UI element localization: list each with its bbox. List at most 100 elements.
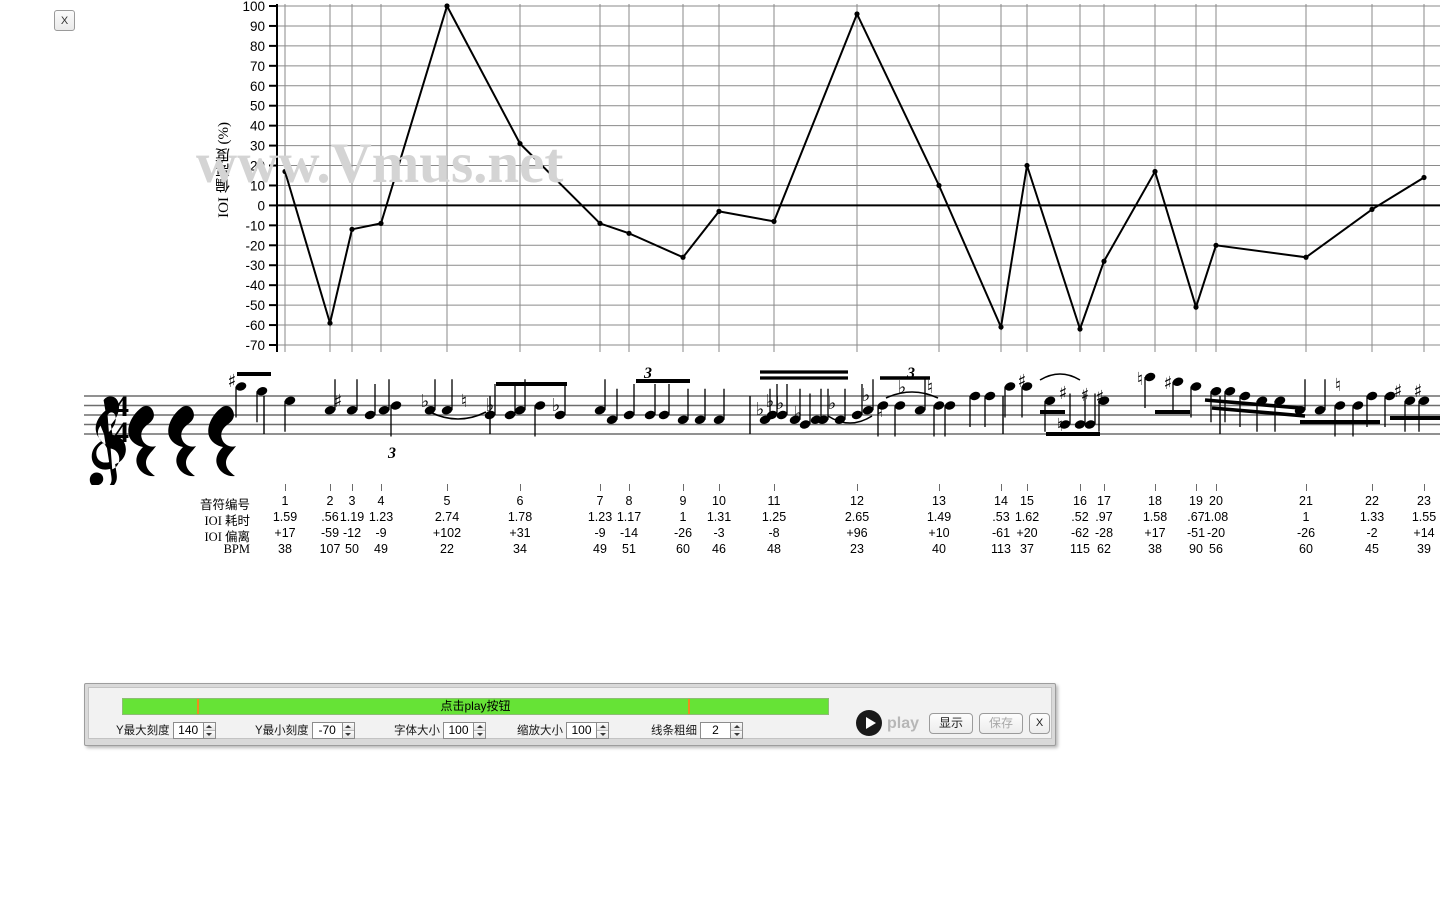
font-size-stepper[interactable] xyxy=(443,721,486,739)
y-max-input[interactable] xyxy=(172,721,204,739)
note-head xyxy=(694,415,706,424)
control-group-font-size: 字体大小 xyxy=(394,721,486,739)
column-tick xyxy=(330,484,331,491)
flat-icon: ♭ xyxy=(766,391,775,412)
y-min-spin-down[interactable] xyxy=(342,730,354,738)
cell-note-id: 23 xyxy=(1417,494,1431,508)
y-tick-label: 20 xyxy=(250,159,265,174)
cell-deviation: -14 xyxy=(619,526,639,540)
line-width-input[interactable] xyxy=(700,721,731,739)
column-tick xyxy=(629,484,630,491)
note-head xyxy=(1074,420,1086,429)
cell-bpm: 107 xyxy=(319,542,341,556)
flat-icon: ♭ xyxy=(862,385,871,406)
y-tick-label: 40 xyxy=(250,119,265,134)
cell-bpm: 49 xyxy=(593,542,607,556)
cell-note-id: 12 xyxy=(850,494,864,508)
cell-note-id: 11 xyxy=(767,494,781,508)
cell-ioi: 1.08 xyxy=(1203,510,1229,524)
data-point xyxy=(626,230,632,236)
note-head xyxy=(324,406,336,415)
y-min-input[interactable] xyxy=(311,721,343,739)
note-head xyxy=(1044,396,1056,405)
data-point xyxy=(597,220,603,226)
data-point xyxy=(936,182,942,189)
save-button[interactable]: 保存 xyxy=(979,713,1023,734)
show-button[interactable]: 显示 xyxy=(929,713,973,734)
cell-bpm: 38 xyxy=(278,542,292,556)
panel-close-button[interactable]: X xyxy=(1029,713,1050,734)
play-button[interactable] xyxy=(856,710,882,736)
sharp-icon: ♯ xyxy=(1414,381,1423,402)
cell-ioi: 1.59 xyxy=(272,510,298,524)
zoom-size-input[interactable] xyxy=(566,721,597,739)
y-max-stepper[interactable] xyxy=(172,721,216,739)
font-size-spin-down[interactable] xyxy=(474,730,485,738)
cell-deviation: -26 xyxy=(673,526,693,540)
cell-ioi: 1.23 xyxy=(368,510,394,524)
slur xyxy=(885,391,939,399)
cell-ioi: .52 xyxy=(1071,510,1089,524)
y-axis-title: IOI 偏离度 (%) xyxy=(216,122,232,218)
row-label-note-id: 音符编号 xyxy=(199,498,250,512)
cell-bpm: 39 xyxy=(1417,542,1431,556)
note-head xyxy=(390,401,402,410)
y-tick-label: -70 xyxy=(245,338,265,353)
cell-deviation: -8 xyxy=(768,526,780,540)
cell-deviation: -3 xyxy=(713,526,725,540)
cell-ioi: 1 xyxy=(679,510,687,524)
y-tick-label: -20 xyxy=(245,238,265,253)
sharp-icon: ♯ xyxy=(1018,371,1027,392)
zoom-size-spin-down[interactable] xyxy=(597,730,608,738)
cell-deviation: -61 xyxy=(991,526,1011,540)
column-tick xyxy=(381,484,382,491)
y-max-spin-down[interactable] xyxy=(203,730,215,738)
line-width-spin-up[interactable] xyxy=(731,722,742,731)
line-width-stepper[interactable] xyxy=(700,721,743,739)
note-head xyxy=(1334,401,1346,410)
flat-icon: ♭ xyxy=(421,391,430,412)
note-head xyxy=(862,406,874,415)
window-close-button[interactable]: X xyxy=(54,10,75,31)
flat-icon: ♭ xyxy=(828,393,837,414)
zoom-size-spin-up[interactable] xyxy=(597,722,608,731)
zoom-size-stepper[interactable] xyxy=(566,721,609,739)
flat-icon: ♭ xyxy=(898,377,907,398)
note-head xyxy=(1098,396,1110,405)
cell-deviation: +31 xyxy=(509,526,531,540)
y-max-spin-up[interactable] xyxy=(203,722,215,731)
control-group-y-max: Y最大刻度 xyxy=(116,721,216,739)
data-point xyxy=(680,254,686,260)
data-point xyxy=(716,208,722,214)
column-tick xyxy=(1306,484,1307,491)
y-tick-label: 80 xyxy=(250,39,265,54)
y-tick-label: -50 xyxy=(245,298,265,313)
cell-ioi: .97 xyxy=(1095,510,1113,524)
font-size-spin-up[interactable] xyxy=(474,722,485,731)
note-head xyxy=(984,391,996,401)
column-tick xyxy=(1216,484,1217,491)
note-head xyxy=(256,387,268,396)
cell-note-id: 22 xyxy=(1365,494,1379,508)
y-tick-label: 100 xyxy=(242,0,265,14)
y-max-label: Y最大刻度 xyxy=(116,725,170,737)
data-point xyxy=(1303,254,1309,260)
y-min-stepper[interactable] xyxy=(311,721,355,739)
slur xyxy=(827,415,873,424)
cell-bpm: 46 xyxy=(712,542,726,556)
playback-progress-bar[interactable]: 点击play按钮 xyxy=(122,698,829,715)
data-point xyxy=(378,220,384,226)
y-min-spin-up[interactable] xyxy=(342,722,354,731)
line-width-spin-down[interactable] xyxy=(731,730,742,738)
cell-ioi: 1.62 xyxy=(1014,510,1040,524)
cell-bpm: 38 xyxy=(1148,542,1162,556)
note-head xyxy=(1404,396,1416,405)
tuplet-number: 3 xyxy=(387,445,396,462)
cell-deviation: -51 xyxy=(1186,526,1206,540)
cell-ioi: 1.55 xyxy=(1411,510,1437,524)
ioi-deviation-points xyxy=(282,3,1427,332)
font-size-input[interactable] xyxy=(443,721,474,739)
note-head xyxy=(1418,396,1430,405)
chevron-up-icon xyxy=(733,724,740,728)
